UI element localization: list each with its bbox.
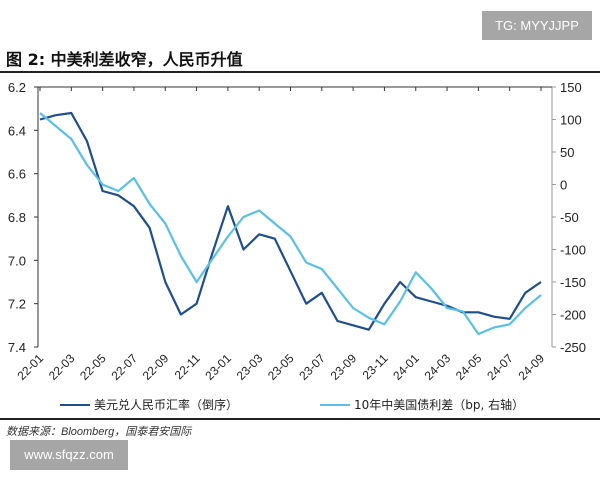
source-rule [0,418,600,420]
x-tick-label: 23-11 [360,351,391,382]
x-tick-label: 22-09 [140,351,172,383]
x-tick-label: 22-05 [77,351,109,383]
left-tick-label: 6.8 [8,210,26,225]
chart: 6.2 6.4 6.6 6.8 7.0 7.2 7.4 150 100 50 0 -50 -100 -15… [8,80,586,383]
x-tick-label: 22-11 [172,351,203,382]
x-tick-label: 23-01 [202,351,234,383]
legend-label: 美元兑人民币汇率（倒序） [94,398,239,412]
x-tick-label: 23-05 [265,351,297,383]
legend-swatch-light [320,403,350,406]
right-tick-label: -50 [560,210,579,225]
x-tick-label: 23-09 [328,351,360,383]
legend-item-usdcny: 美元兑人民币汇率（倒序） [60,396,238,413]
title-rule [0,71,600,73]
left-tick-label: 7.4 [8,340,26,355]
left-tick-label: 7.0 [8,253,26,268]
right-tick-label: 150 [560,80,582,95]
right-tick-label: 0 [560,178,567,193]
x-tick-label: 24-07 [484,351,516,383]
legend-label: 10年中美国债利差（bp, 右轴） [354,398,525,412]
watermark-bottom: www.sfqzz.com [10,440,128,470]
spread-line [39,112,542,336]
left-tick-label: 6.6 [8,167,26,182]
left-tick-label: 6.4 [8,123,26,138]
x-tick-label: 24-03 [422,351,454,383]
right-tick-label: -250 [560,340,586,355]
figure-title: 图 2: 中美利差收窄，人民币升值 [6,50,243,69]
left-tick-label: 7.2 [8,297,26,312]
x-tick-label: 22-03 [46,351,78,383]
x-tick-label: 24-09 [516,351,548,383]
right-tick-label: 50 [560,145,574,160]
x-tick-label: 24-05 [453,351,485,383]
x-tick-label: 22-07 [108,351,140,383]
x-tick-label: 23-07 [296,351,328,383]
right-tick-label: -200 [560,308,586,323]
legend-swatch-dark [60,403,90,406]
x-tick-label: 23-03 [234,351,266,383]
right-tick-label: -100 [560,243,586,258]
left-tick-label: 6.2 [8,80,26,95]
usdcny-line [39,111,542,331]
watermark-top: TG: MYYJJPP [482,11,592,40]
source-note: 数据来源：Bloomberg，国泰君安国际 [6,426,192,438]
x-tick-label: 24-01 [390,351,422,383]
legend-item-spread: 10年中美国债利差（bp, 右轴） [320,396,524,413]
right-tick-label: 100 [560,113,582,128]
right-tick-label: -150 [560,275,586,290]
x-tick-label: 22-01 [15,351,47,383]
